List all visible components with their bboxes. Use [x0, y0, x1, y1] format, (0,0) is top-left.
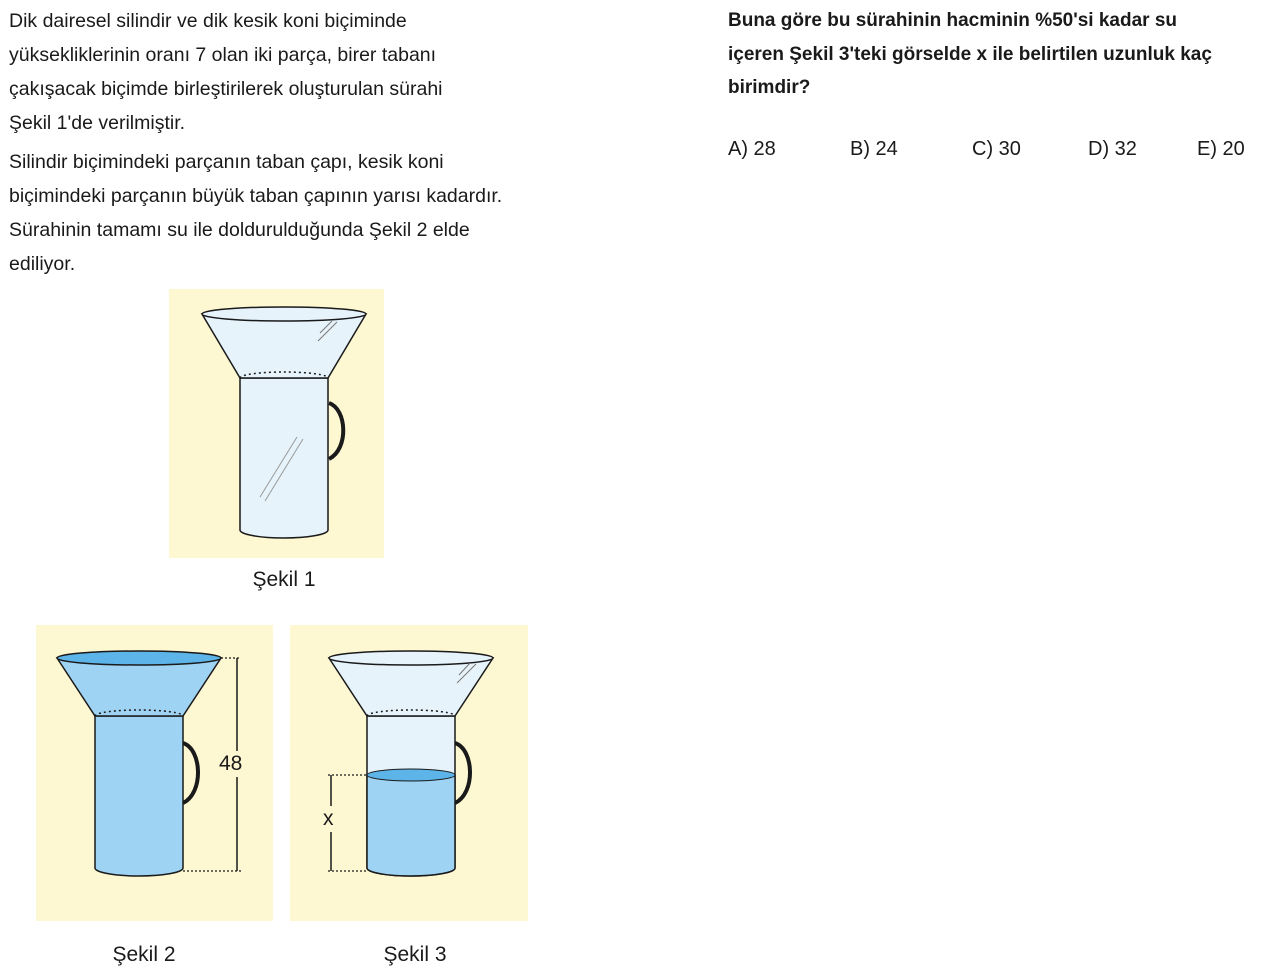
text-line: Sürahinin tamamı su ile doldurulduğunda …	[9, 219, 470, 241]
handle-icon	[327, 401, 346, 461]
question-text: Buna göre bu sürahinin hacminin %50'si k…	[728, 4, 1273, 105]
handle-icon	[181, 741, 200, 805]
height-48-label: 48	[219, 751, 243, 777]
x-length-label: x	[323, 806, 334, 832]
question-line: Buna göre bu sürahinin hacminin %50'si k…	[728, 10, 1178, 31]
option-c[interactable]: C) 30	[972, 138, 1021, 160]
figure-3-panel: x	[290, 625, 528, 921]
question-line: birimdir?	[728, 77, 811, 98]
text-line: biçimindeki parçanın büyük taban çapının…	[9, 185, 503, 207]
text-line: Dik dairesel silindir ve dik kesik koni …	[9, 10, 407, 32]
problem-paragraph-1: Dik dairesel silindir ve dik kesik koni …	[9, 4, 589, 140]
text-line: Silindir biçimindeki parçanın taban çapı…	[9, 151, 444, 173]
figure-1-panel	[169, 289, 384, 558]
text-line: Şekil 1'de verilmiştir.	[9, 112, 186, 134]
text-line: yüksekliklerinin oranı 7 olan iki parça,…	[9, 44, 437, 66]
figure-1-caption: Şekil 1	[252, 568, 316, 591]
option-d[interactable]: D) 32	[1088, 138, 1137, 160]
problem-paragraph-2: Silindir biçimindeki parçanın taban çapı…	[9, 145, 589, 281]
option-a[interactable]: A) 28	[728, 138, 776, 160]
option-b[interactable]: B) 24	[850, 138, 898, 160]
text-line: ediliyor.	[9, 253, 76, 275]
figure-2-caption: Şekil 2	[112, 943, 176, 966]
option-e[interactable]: E) 20	[1197, 138, 1245, 160]
text-line: çakışacak biçimde birleştirilerek oluştu…	[9, 78, 443, 100]
pitcher-full-illustration	[55, 650, 241, 877]
handle-icon	[453, 741, 472, 805]
figure-3-caption: Şekil 3	[383, 943, 447, 966]
pitcher-empty-illustration	[200, 306, 368, 539]
pitcher-half-illustration	[327, 650, 495, 877]
question-line: içeren Şekil 3'teki görselde x ile belir…	[728, 43, 1212, 65]
figure-2-panel: 48	[36, 625, 273, 921]
